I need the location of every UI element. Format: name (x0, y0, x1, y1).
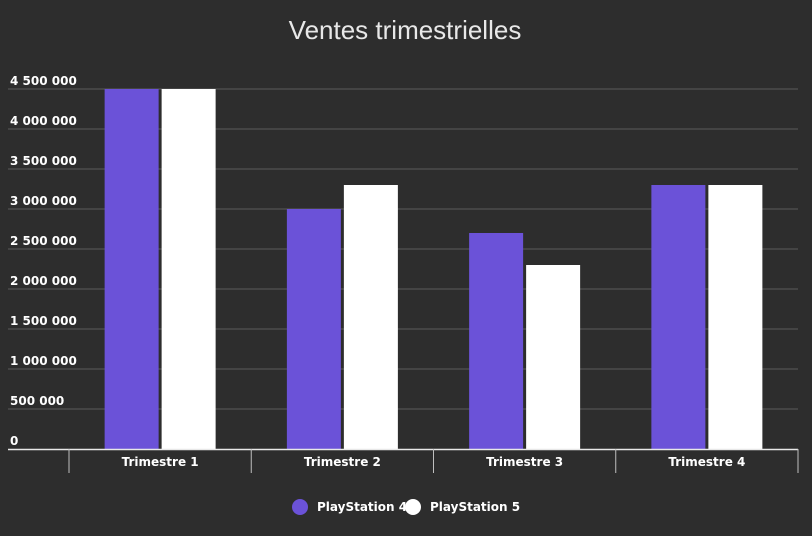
bar-1-3[interactable] (469, 233, 524, 449)
legend-swatch (405, 499, 421, 515)
legend-swatch (292, 499, 308, 515)
bar-2-3[interactable] (526, 265, 581, 449)
y-axis-ticks: 0 500 000 1 000 000 1 500 000 2 000 000 2 500… (10, 74, 77, 448)
y-tick-label: 4 500 000 (10, 74, 77, 88)
legend-label: PlayStation 5 (430, 500, 520, 514)
y-tick-label: 2 500 000 (10, 234, 77, 248)
chart-title: Ventes trimestrielles (289, 15, 522, 45)
bar-1-2[interactable] (286, 209, 341, 449)
x-axis: Trimestre 1 Trimestre 2 Trimestre 3 Trimest… (8, 448, 799, 473)
x-tick-label: Trimestre 2 (304, 455, 381, 469)
y-tick-label: 3 000 000 (10, 194, 77, 208)
legend: PlayStation 4 PlayStation 5 (292, 499, 520, 515)
y-tick-label: 500 000 (10, 394, 64, 408)
bar-2-1[interactable] (161, 89, 216, 449)
y-tick-label: 1 500 000 (10, 314, 77, 328)
y-tick-label: 1 000 000 (10, 354, 77, 368)
bars (104, 89, 763, 449)
y-tick-label: 3 500 000 (10, 154, 77, 168)
y-tick-label: 2 000 000 (10, 274, 77, 288)
bar-2-2[interactable] (343, 185, 398, 449)
legend-label: PlayStation 4 (317, 500, 407, 514)
y-tick-label: 4 000 000 (10, 114, 77, 128)
x-tick-label: Trimestre 1 (122, 455, 199, 469)
x-tick-label: Trimestre 3 (486, 455, 563, 469)
bar-1-1[interactable] (104, 89, 159, 449)
y-tick-label: 0 (10, 434, 18, 448)
bar-1-4[interactable] (651, 185, 706, 449)
bar-2-4[interactable] (708, 185, 763, 449)
x-tick-label: Trimestre 4 (668, 455, 745, 469)
